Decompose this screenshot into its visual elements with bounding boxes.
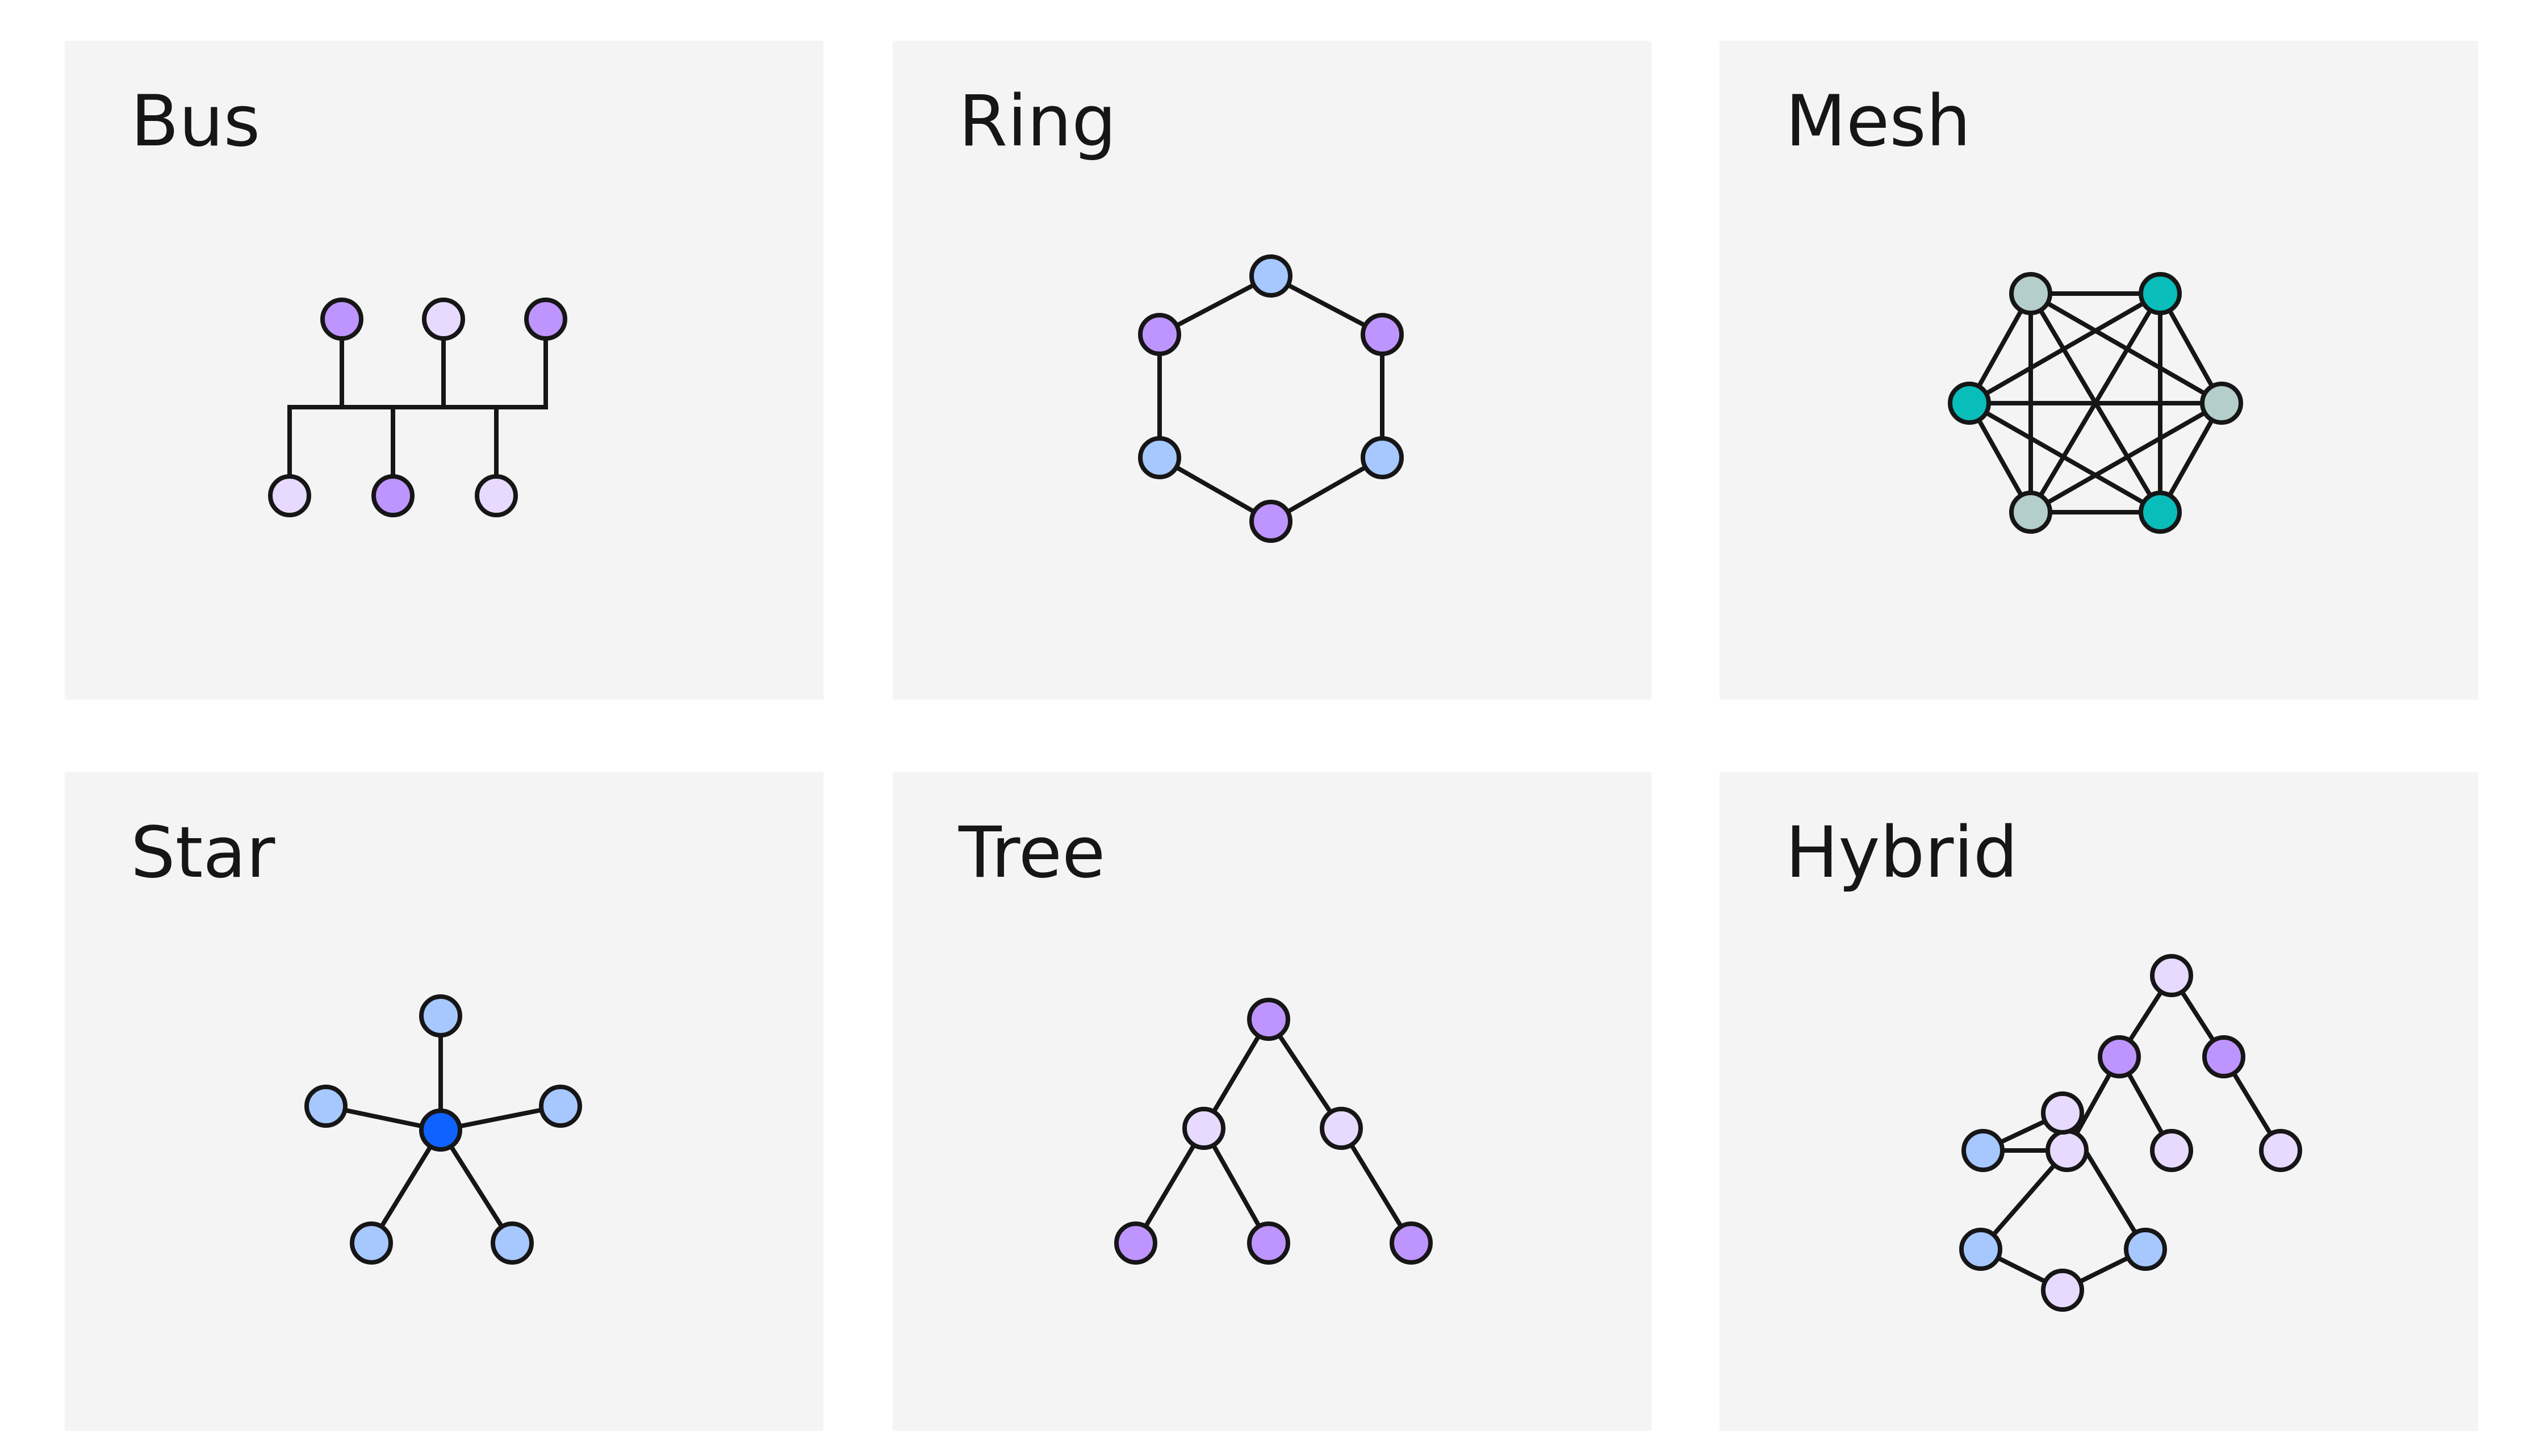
- bus-nodes: [268, 298, 567, 517]
- card-tree: Tree: [893, 772, 1651, 1431]
- tree-link: [1339, 1127, 1413, 1245]
- hybrid-topology-graphic: [1959, 954, 2302, 1312]
- star-node: [350, 1221, 393, 1265]
- tree-nodes: [1114, 998, 1433, 1265]
- mesh-link: [1968, 401, 2161, 514]
- mesh-node: [1948, 382, 1991, 425]
- card-title: Star: [131, 812, 275, 894]
- card-title: Ring: [959, 81, 1116, 162]
- mesh-link: [2030, 401, 2223, 514]
- bus-node: [475, 474, 518, 517]
- hybrid-node: [2041, 1091, 2084, 1135]
- ring-node: [1361, 436, 1404, 479]
- hybrid-node: [1961, 1129, 2005, 1172]
- ring-topology-graphic: [1138, 254, 1404, 543]
- tree-node: [1247, 998, 1290, 1041]
- card-mesh: Mesh: [1720, 41, 2478, 700]
- bus-node: [320, 298, 363, 341]
- ring-nodes: [1138, 254, 1404, 543]
- mesh-node: [2200, 382, 2243, 425]
- bus-node: [371, 474, 415, 517]
- star-node: [419, 1108, 462, 1152]
- bus-node: [422, 298, 465, 341]
- ring-node: [1249, 500, 1292, 543]
- hybrid-node: [1959, 1228, 2002, 1271]
- tree-links: [1133, 1018, 1413, 1245]
- bus-links: [287, 319, 548, 496]
- star-link: [438, 1128, 514, 1245]
- tree-topology-graphic: [1114, 998, 1433, 1265]
- hybrid-node: [2045, 1129, 2089, 1172]
- card-title: Hybrid: [1785, 812, 2018, 894]
- card-star: Star: [65, 772, 823, 1431]
- hybrid-node: [2098, 1035, 2141, 1078]
- hybrid-node: [2259, 1129, 2302, 1172]
- star-link: [369, 1128, 443, 1245]
- bus-topology-graphic: [268, 298, 567, 517]
- hybrid-nodes: [1959, 954, 2302, 1312]
- bus-node: [524, 298, 567, 341]
- star-node: [304, 1085, 348, 1128]
- ring-node: [1138, 313, 1181, 356]
- card-title: Mesh: [1785, 81, 1971, 162]
- tree-link: [1266, 1018, 1344, 1130]
- tree-link: [1133, 1127, 1206, 1245]
- hybrid-node: [2041, 1269, 2084, 1312]
- tree-link: [1202, 1127, 1271, 1244]
- hybrid-node: [2124, 1228, 2167, 1271]
- card-bus: Bus: [65, 41, 823, 700]
- ring-node: [1361, 313, 1404, 356]
- hybrid-node: [2202, 1035, 2245, 1078]
- mesh-node: [2139, 491, 2182, 534]
- tree-node: [1247, 1221, 1290, 1265]
- hybrid-link: [1978, 1149, 2069, 1251]
- ring-node: [1249, 254, 1292, 298]
- star-topology-graphic: [304, 994, 582, 1265]
- tree-node: [1390, 1221, 1433, 1265]
- tree-node: [1182, 1107, 1225, 1150]
- star-node: [539, 1085, 582, 1128]
- star-nodes: [304, 994, 582, 1265]
- star-node: [419, 994, 462, 1037]
- card-title: Bus: [131, 81, 261, 162]
- mesh-node: [2009, 272, 2052, 315]
- mesh-node: [2009, 491, 2052, 534]
- card-hybrid: Hybrid: [1720, 772, 2478, 1431]
- card-title: Tree: [959, 812, 1106, 894]
- tree-node: [1114, 1221, 1157, 1265]
- hybrid-node: [2150, 1129, 2193, 1172]
- ring-node: [1138, 436, 1181, 479]
- bus-node: [268, 474, 311, 517]
- mesh-links: [1967, 291, 2224, 514]
- card-ring: Ring: [893, 41, 1651, 700]
- hybrid-node: [2150, 954, 2193, 997]
- ring-links: [1157, 274, 1384, 524]
- mesh-topology-graphic: [1948, 272, 2243, 534]
- star-node: [491, 1221, 534, 1265]
- mesh-link: [1968, 291, 2161, 405]
- tree-node: [1320, 1107, 1363, 1150]
- mesh-node: [2139, 272, 2182, 315]
- mesh-nodes: [1948, 272, 2243, 534]
